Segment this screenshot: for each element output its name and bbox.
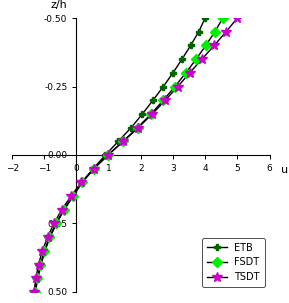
X-axis label: u: u — [281, 165, 288, 175]
Legend: ETB, FSDT, TSDT: ETB, FSDT, TSDT — [202, 238, 265, 287]
Y-axis label: z/h: z/h — [50, 0, 67, 10]
